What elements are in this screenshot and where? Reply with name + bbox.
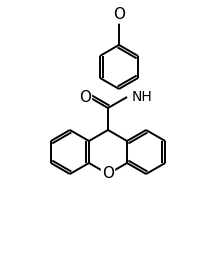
Text: NH: NH <box>132 90 153 104</box>
Text: O: O <box>113 8 125 23</box>
Text: O: O <box>79 90 91 105</box>
Text: O: O <box>102 167 114 182</box>
